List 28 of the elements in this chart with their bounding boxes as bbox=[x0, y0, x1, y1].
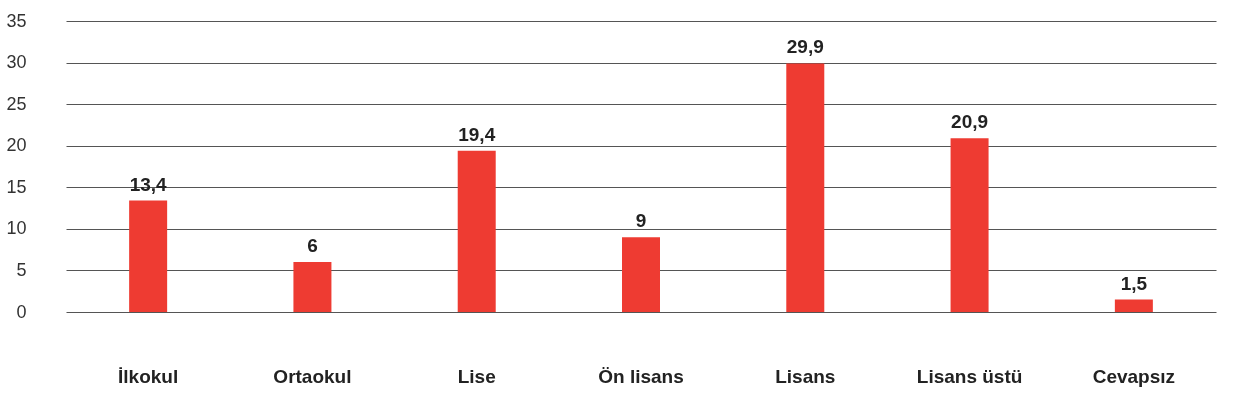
bar bbox=[457, 150, 496, 312]
data-label: 19,4 bbox=[458, 123, 496, 145]
x-tick-label: Lisans üstü bbox=[916, 365, 1023, 387]
bar bbox=[293, 262, 332, 312]
x-tick-label: Cevapsız bbox=[1092, 365, 1176, 387]
y-tick-label: 25 bbox=[6, 93, 27, 114]
data-label: 1,5 bbox=[1120, 272, 1148, 294]
x-tick-label: Ortaokul bbox=[273, 365, 352, 387]
y-tick-label: 30 bbox=[6, 52, 27, 73]
y-tick-label: 5 bbox=[16, 259, 27, 280]
data-label: 6 bbox=[307, 235, 318, 257]
y-tick-label: 10 bbox=[6, 218, 27, 239]
data-label: 29,9 bbox=[786, 36, 824, 58]
data-label: 20,9 bbox=[951, 111, 989, 133]
y-tick-label: 20 bbox=[6, 135, 27, 156]
bar bbox=[786, 63, 825, 312]
x-tick-label: Ön lisans bbox=[598, 365, 684, 387]
y-tick-label: 15 bbox=[6, 176, 27, 197]
x-tick-label: Lisans bbox=[775, 365, 836, 387]
y-tick-label: 35 bbox=[6, 10, 27, 31]
x-tick-label: Lise bbox=[457, 365, 496, 387]
bar bbox=[1114, 299, 1153, 312]
bar bbox=[129, 200, 168, 312]
x-tick-label: İlkokul bbox=[118, 365, 179, 387]
bar bbox=[950, 138, 989, 312]
y-tick-label: 0 bbox=[16, 301, 27, 322]
bar bbox=[622, 237, 660, 312]
data-label: 9 bbox=[635, 210, 647, 232]
